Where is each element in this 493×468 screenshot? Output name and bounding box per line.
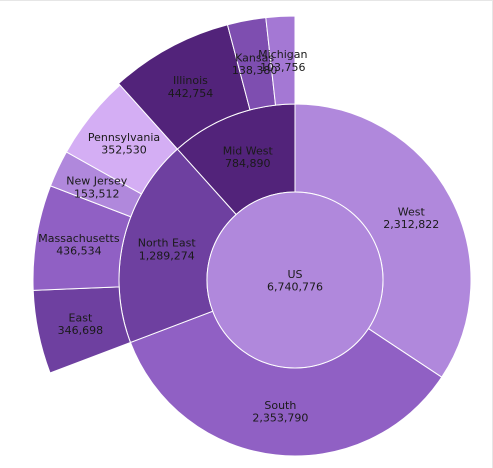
us-segment[interactable]	[206, 191, 384, 369]
michigan-value: 103,756	[260, 61, 306, 74]
massachusetts-name: Massachusetts	[38, 232, 120, 245]
new-jersey-value: 153,512	[74, 187, 120, 200]
north-east-label: North East 1,289,274	[138, 237, 197, 263]
new-jersey-label: New Jersey 153,512	[66, 175, 128, 201]
west-value: 2,312,822	[383, 218, 439, 231]
pennsylvania-value: 352,530	[101, 144, 147, 157]
kansas-value: 138,380	[232, 64, 278, 77]
mid-west-value: 784,890	[225, 157, 271, 170]
michigan-segment[interactable]	[265, 15, 296, 106]
kansas-label: Kansas 138,380	[232, 52, 278, 78]
north-east-name: North East	[138, 237, 197, 250]
south-value: 2,353,790	[252, 412, 308, 425]
illinois-name: Illinois	[173, 74, 208, 87]
pennsylvania-name: Pennsylvania	[88, 131, 160, 144]
michigan-name: Michigan	[258, 48, 307, 61]
south-name: South	[264, 399, 296, 412]
mid-west-label: Mid West 784,890	[223, 145, 274, 171]
west-name: West	[398, 205, 426, 218]
massachusetts-label: Massachusetts 436,534	[38, 232, 120, 258]
pennsylvania-label: Pennsylvania 352,530	[88, 131, 160, 157]
east-value: 346,698	[58, 324, 104, 337]
michigan-label: Michigan 103,756	[258, 48, 307, 74]
us-label: US 6,740,776	[267, 268, 323, 294]
illinois-label: Illinois 442,754	[168, 74, 214, 100]
us-name: US	[287, 268, 302, 281]
massachusetts-value: 436,534	[56, 245, 102, 258]
illinois-value: 442,754	[168, 87, 214, 100]
east-label: East 346,698	[58, 312, 104, 338]
south-label: South 2,353,790	[252, 399, 308, 425]
north-east-value: 1,289,274	[139, 249, 195, 262]
kansas-name: Kansas	[235, 52, 274, 65]
east-name: East	[69, 312, 93, 325]
new-jersey-name: New Jersey	[66, 175, 128, 188]
west-label: West 2,312,822	[383, 205, 439, 231]
mid-west-name: Mid West	[223, 145, 274, 158]
us-value: 6,740,776	[267, 280, 323, 293]
